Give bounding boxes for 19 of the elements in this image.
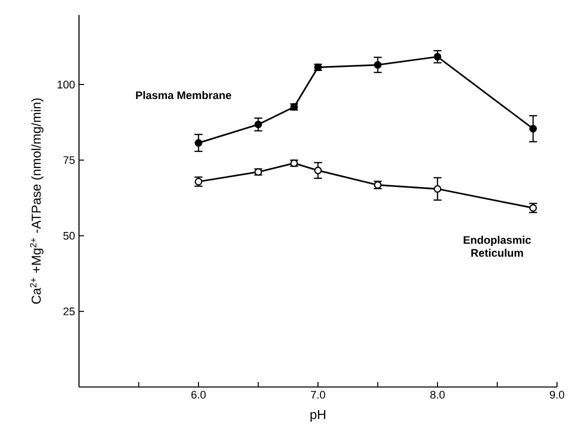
- point: [529, 124, 537, 132]
- y-tick-label: 50: [63, 232, 75, 240]
- x-tick-label: 7.0: [310, 390, 326, 399]
- x-tick-label: 9.0: [550, 390, 564, 399]
- point: [314, 166, 322, 174]
- point: [194, 139, 202, 147]
- x-tick-label: 8.0: [430, 390, 445, 399]
- point: [434, 52, 442, 61]
- text: Plasma Membrane: [136, 91, 232, 100]
- y-axis-title: Ca$^{2+}$ +Mg$^{2+}$ -ATPase (nmol/mg/min): [30, 98, 44, 304]
- point: [254, 120, 262, 128]
- x-tick-label: 6.0: [191, 390, 206, 399]
- point: [374, 61, 382, 69]
- y-tick-label: 25: [64, 308, 75, 316]
- x-axis-title: pH: [310, 410, 326, 422]
- y-tick-label: 100: [58, 80, 75, 88]
- point: [434, 185, 442, 193]
- y-tick-label: 75: [64, 156, 75, 164]
- text: Endoplasmic Reticulum: [464, 236, 531, 257]
